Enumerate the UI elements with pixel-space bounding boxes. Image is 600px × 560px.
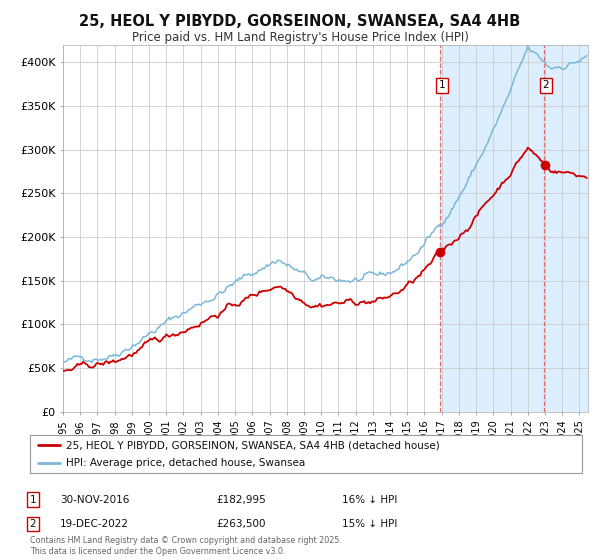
Text: 1: 1 (439, 80, 445, 90)
Text: 30-NOV-2016: 30-NOV-2016 (60, 494, 130, 505)
Text: 15% ↓ HPI: 15% ↓ HPI (342, 519, 397, 529)
Text: 25, HEOL Y PIBYDD, GORSEINON, SWANSEA, SA4 4HB: 25, HEOL Y PIBYDD, GORSEINON, SWANSEA, S… (79, 14, 521, 29)
Text: 25, HEOL Y PIBYDD, GORSEINON, SWANSEA, SA4 4HB (detached house): 25, HEOL Y PIBYDD, GORSEINON, SWANSEA, S… (66, 440, 440, 450)
Bar (440, 45, 600, 412)
Text: HPI: Average price, detached house, Swansea: HPI: Average price, detached house, Swan… (66, 458, 305, 468)
Text: £263,500: £263,500 (216, 519, 265, 529)
Text: 2: 2 (29, 519, 37, 529)
Text: Price paid vs. HM Land Registry's House Price Index (HPI): Price paid vs. HM Land Registry's House … (131, 31, 469, 44)
Text: 2: 2 (543, 80, 550, 90)
Text: £182,995: £182,995 (216, 494, 266, 505)
Text: 19-DEC-2022: 19-DEC-2022 (60, 519, 129, 529)
Text: 16% ↓ HPI: 16% ↓ HPI (342, 494, 397, 505)
Text: 1: 1 (29, 494, 37, 505)
Text: Contains HM Land Registry data © Crown copyright and database right 2025.
This d: Contains HM Land Registry data © Crown c… (30, 536, 342, 556)
